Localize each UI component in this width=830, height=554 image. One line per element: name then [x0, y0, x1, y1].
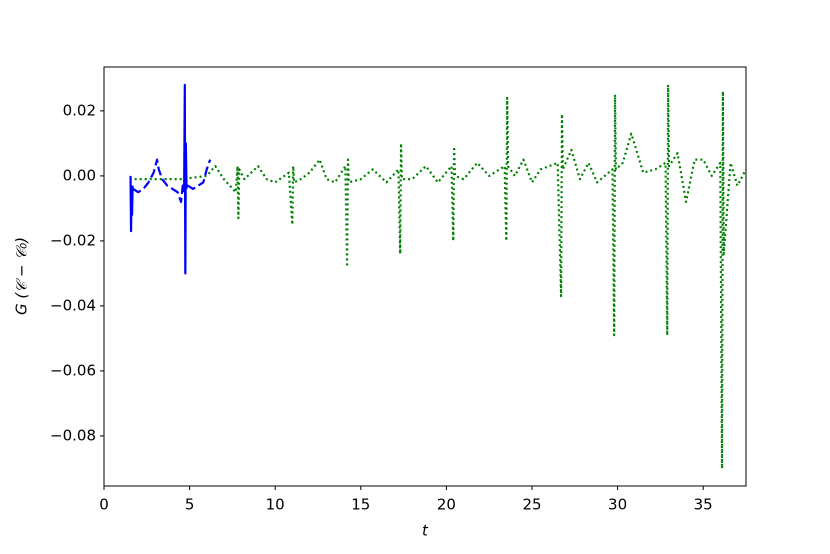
y-tick-label: −0.02	[50, 231, 96, 249]
x-tick-label: 5	[185, 496, 195, 514]
y-tick-label: −0.04	[50, 296, 96, 314]
series-line	[129, 83, 746, 470]
x-tick-label: 25	[522, 496, 541, 514]
series-line	[129, 83, 188, 275]
x-tick-label: 10	[266, 496, 285, 514]
x-tick-label: 30	[608, 496, 627, 514]
x-axis-label: t	[422, 522, 429, 540]
x-tick-label: 0	[99, 496, 109, 514]
x-tick-label: 20	[437, 496, 456, 514]
y-tick-label: 0.00	[63, 166, 96, 184]
y-tick-label: 0.02	[63, 101, 96, 119]
series-line	[132, 158, 212, 203]
y-tick-label: −0.08	[50, 426, 96, 444]
y-tick-label: −0.06	[50, 361, 96, 379]
y-axis-label: G (𝒞 − 𝒞₀)	[13, 237, 31, 315]
x-tick-label: 15	[351, 496, 370, 514]
x-tick-label: 35	[694, 496, 713, 514]
axes-frame	[103, 66, 747, 487]
plot-area	[129, 83, 746, 470]
